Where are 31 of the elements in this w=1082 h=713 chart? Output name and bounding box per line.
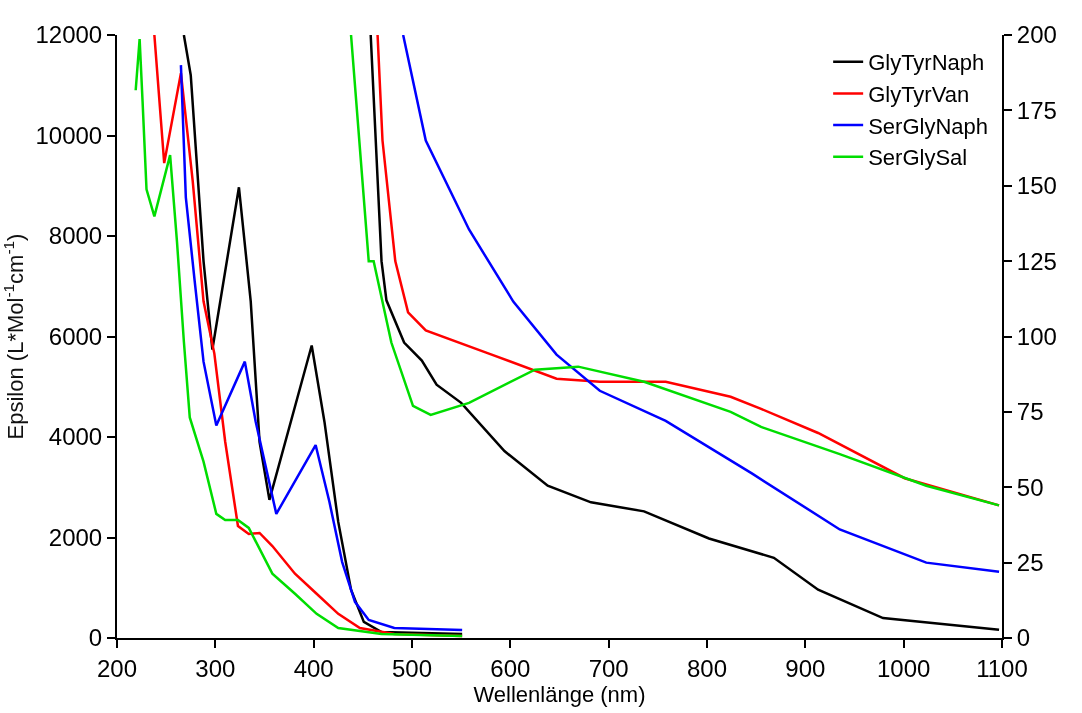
y-tick-label: 8000 xyxy=(48,222,103,250)
legend-label: SerGlyNaph xyxy=(868,113,988,139)
x-tick-label: 300 xyxy=(195,654,236,682)
y2-tick-label: 50 xyxy=(1016,473,1044,501)
y2-tick-label: 100 xyxy=(1016,322,1057,350)
y2-tick-label: 150 xyxy=(1016,172,1057,200)
y-tick-label: 12000 xyxy=(35,21,103,49)
x-tick-label: 800 xyxy=(686,654,728,682)
legend-label: GlyTyrVan xyxy=(868,82,970,108)
y-tick-label: 4000 xyxy=(48,423,103,451)
y2-tick-label: 25 xyxy=(1016,549,1044,577)
y-tick-label: 10000 xyxy=(35,121,103,149)
y2-tick-label: 75 xyxy=(1016,398,1044,426)
y-tick-label: 0 xyxy=(88,624,103,652)
x-tick-label: 600 xyxy=(490,654,531,682)
y-tick-label: 2000 xyxy=(48,523,103,551)
y2-tick-label: 175 xyxy=(1016,96,1057,124)
y2-tick-label: 0 xyxy=(1016,624,1031,652)
legend-label: SerGlySal xyxy=(868,145,968,171)
x-tick-label: 900 xyxy=(785,654,826,682)
x-tick-label: 1000 xyxy=(876,654,931,682)
y2-tick-label: 125 xyxy=(1016,247,1057,275)
x-tick-label: 200 xyxy=(96,654,138,682)
x-tick-label: 500 xyxy=(391,654,433,682)
x-tick-label: 400 xyxy=(293,654,334,682)
legend-label: GlyTyrNaph xyxy=(868,50,985,76)
x-axis-title: Wellenlänge (nm) xyxy=(473,681,646,707)
x-tick-label: 700 xyxy=(588,654,629,682)
y-tick-label: 6000 xyxy=(48,322,103,350)
y2-tick-label: 200 xyxy=(1016,21,1057,49)
x-tick-label: 1100 xyxy=(976,654,1028,682)
